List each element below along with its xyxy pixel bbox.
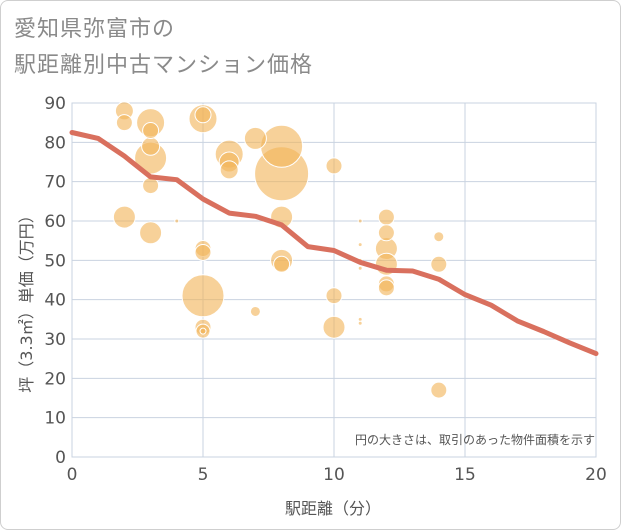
data-bubble <box>194 106 212 124</box>
bubble-series <box>112 101 448 399</box>
trend-line <box>69 130 599 357</box>
trend-line-layer <box>69 130 599 357</box>
data-bubble <box>357 265 363 271</box>
title-line-1: 愛知県弥富市の <box>14 17 176 42</box>
y-tick-label: 30 <box>44 330 66 350</box>
data-bubble <box>112 205 136 229</box>
data-bubble <box>357 218 363 224</box>
y-axis-label: 坪（3.3㎡）単価（万円） <box>17 207 36 392</box>
data-bubble <box>377 279 395 297</box>
data-bubble <box>325 287 343 305</box>
chart-title: 愛知県弥富市の 駅距離別中古マンション価格 <box>14 12 313 84</box>
data-bubble <box>249 305 261 317</box>
data-bubble <box>430 381 448 399</box>
x-tick-label: 20 <box>585 465 607 485</box>
y-tick-label: 90 <box>44 94 66 114</box>
data-bubble <box>194 243 212 261</box>
data-bubble <box>357 320 363 326</box>
x-tick-label: 5 <box>198 465 209 485</box>
data-bubble <box>219 160 239 180</box>
y-tick-label: 70 <box>44 173 66 193</box>
x-tick-label: 0 <box>67 465 78 485</box>
data-bubble <box>243 126 267 150</box>
data-bubble <box>260 124 304 168</box>
data-bubble <box>142 122 160 140</box>
tick-labels: 0 10 20 30 40 50 60 70 80 90 0 5 10 15 20 <box>44 94 606 485</box>
data-bubble <box>377 208 395 226</box>
data-bubble <box>174 218 180 224</box>
data-bubble <box>141 136 161 156</box>
data-bubble <box>273 255 291 273</box>
y-tick-label: 40 <box>44 291 66 311</box>
x-tick-label: 15 <box>454 465 476 485</box>
data-bubble <box>357 316 363 322</box>
title-line-2: 駅距離別中古マンション価格 <box>14 53 314 78</box>
y-tick-label: 50 <box>44 251 66 271</box>
y-tick-label: 20 <box>44 369 66 389</box>
data-bubble <box>139 221 163 245</box>
data-bubble <box>322 315 346 339</box>
y-tick-label: 80 <box>44 133 66 153</box>
data-bubble <box>181 274 225 318</box>
bubble-size-note: 円の大きさは、取引のあった物件面積を示す <box>355 432 595 447</box>
x-axis-label: 駅距離（分） <box>285 499 381 518</box>
data-bubble <box>430 255 448 273</box>
y-tick-label: 60 <box>44 212 66 232</box>
x-tick-label: 10 <box>323 465 345 485</box>
data-bubble <box>377 224 395 242</box>
y-tick-label: 10 <box>44 409 66 429</box>
data-bubble <box>325 157 343 175</box>
y-tick-label: 0 <box>55 448 66 468</box>
data-bubble <box>115 114 133 132</box>
data-bubble <box>433 231 445 243</box>
data-bubble <box>357 242 363 248</box>
data-bubble <box>199 327 207 335</box>
